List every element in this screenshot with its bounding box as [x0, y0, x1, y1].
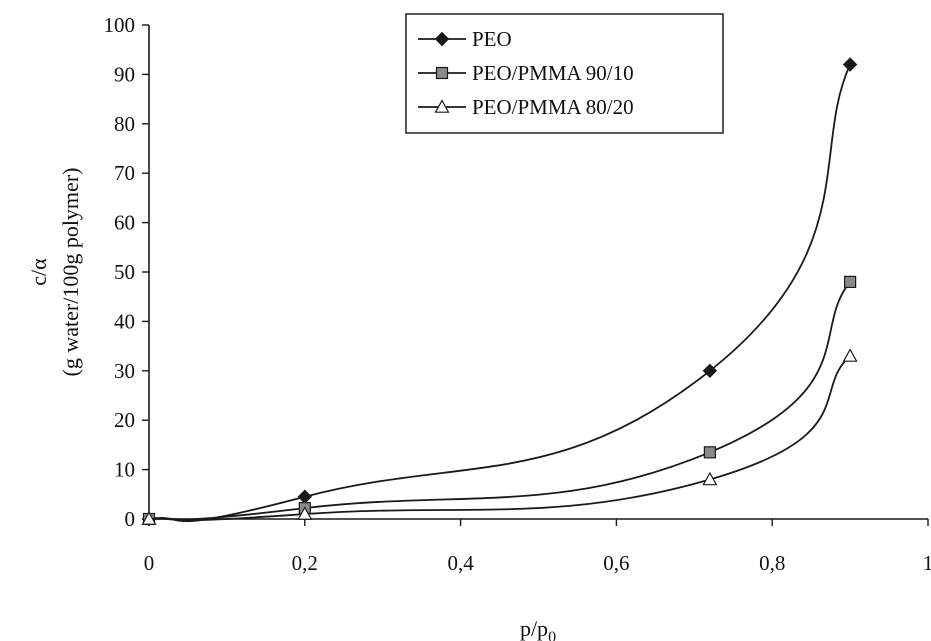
series-2	[142, 275, 857, 526]
x-tick-label: 0	[144, 551, 155, 575]
data-point-square	[843, 275, 857, 288]
y-tick-label: 100	[104, 13, 136, 37]
y-axis-label-line2: (g water/100g polymer)	[58, 168, 83, 377]
series-3	[141, 348, 858, 525]
y-tick-label: 70	[114, 161, 135, 185]
series-group	[141, 57, 858, 527]
x-tick-label: 0,8	[759, 551, 785, 575]
data-point-diamond	[297, 489, 313, 504]
x-axis-label-subscript: 0	[548, 629, 556, 641]
legend-label: PEO/PMMA 80/20	[472, 95, 634, 119]
data-point-triangle	[141, 511, 157, 525]
x-tick-label: 0,2	[292, 551, 318, 575]
series-line	[148, 355, 851, 522]
series-line	[148, 281, 851, 521]
axes: 0 10 20 30 40 50 60 70 80 90 100 0 0,2 0,4 0,6 0,8 1	[104, 13, 931, 575]
legend-entry: PEO/PMMA 90/10	[418, 61, 634, 85]
legend-marker-triangle	[434, 99, 450, 113]
y-tick-label: 30	[114, 359, 135, 383]
y-tick-label: 50	[114, 260, 135, 284]
y-tick-label: 90	[114, 62, 135, 86]
x-axis-label: p/p0	[520, 616, 556, 641]
legend-marker-square	[435, 66, 449, 80]
legend-entry: PEO	[418, 27, 512, 51]
x-tick-label: 0,4	[447, 551, 474, 575]
data-point-square	[703, 446, 716, 459]
data-point-diamond	[702, 363, 718, 379]
y-tick-label: 20	[114, 408, 135, 432]
y-axis-label-line1: c/α	[26, 258, 51, 286]
legend-label: PEO/PMMA 90/10	[472, 61, 634, 85]
y-tick-label: 0	[125, 507, 136, 531]
data-point-diamond	[842, 57, 858, 72]
legend-entry: PEO/PMMA 80/20	[418, 95, 634, 119]
data-point-triangle	[702, 471, 718, 486]
y-tick-label: 40	[114, 309, 135, 333]
x-tick-label: 1	[923, 551, 931, 575]
y-tick-label: 80	[114, 112, 135, 136]
y-tick-label: 10	[114, 458, 135, 482]
y-tick-label: 60	[114, 211, 135, 235]
legend-label: PEO	[472, 27, 512, 51]
legend: PEO PEO/PMMA 90/10 PEO/PMMA 80/20	[405, 13, 724, 134]
data-point-triangle	[297, 506, 313, 520]
x-tick-label: 0,6	[603, 551, 629, 575]
data-point-triangle	[842, 348, 858, 362]
legend-marker-diamond	[434, 31, 450, 47]
x-axis-label-main: p/p	[520, 616, 548, 641]
